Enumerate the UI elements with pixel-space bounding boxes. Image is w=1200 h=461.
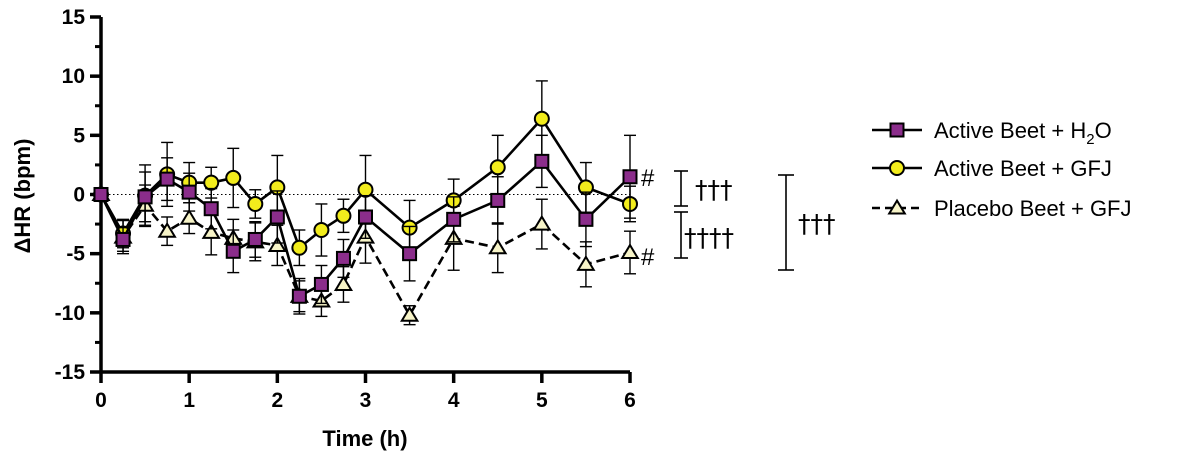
x-tick-label: 2 (271, 389, 283, 412)
data-point (335, 207, 352, 224)
data-point (313, 276, 329, 292)
data-point (576, 254, 596, 271)
data-point (489, 159, 506, 176)
data-point (225, 169, 242, 186)
data-point (247, 231, 263, 247)
x-tick-label: 6 (624, 389, 636, 412)
data-point (446, 211, 462, 227)
y-tick-label: 0 (73, 184, 85, 207)
legend: Active Beet + H2O Active Beet + GFJ Placeb… (872, 118, 1132, 221)
data-point (620, 243, 640, 260)
annotation-dagger-2: †††† (684, 223, 734, 252)
x-tick-label: 3 (360, 389, 372, 412)
legend-label: Placebo Beet + GFJ (934, 196, 1132, 221)
legend-item: Active Beet + H2O (872, 118, 1112, 148)
data-point (357, 181, 374, 198)
data-point (269, 209, 285, 225)
data-point (622, 169, 638, 185)
data-point (313, 222, 330, 238)
bracket-2 (674, 211, 688, 259)
x-tick-label: 1 (183, 389, 195, 412)
x-tick-label: 5 (536, 389, 548, 412)
annotation-dagger-1: ††† (695, 175, 733, 204)
x-tick-label: 4 (448, 389, 460, 412)
data-point (137, 189, 153, 205)
data-point (115, 231, 131, 247)
axes: -15 -10 -5 0 5 10 15 0 1 2 3 4 5 6 (55, 6, 636, 412)
data-point (400, 305, 420, 322)
y-tick-label: 15 (62, 6, 86, 29)
series-layer (91, 80, 640, 326)
data-point (225, 243, 241, 259)
y-axis-title: ΔHR (bpm) (10, 139, 35, 254)
data-point (533, 110, 550, 127)
data-point (335, 250, 351, 266)
y-tick-label: -10 (55, 302, 85, 325)
legend-label: Active Beet + H2O (934, 118, 1112, 148)
y-tick-label: 5 (73, 124, 85, 147)
data-point (181, 184, 197, 200)
data-point (402, 246, 418, 262)
data-point (203, 174, 220, 191)
data-point (93, 187, 109, 202)
bracket-1 (674, 170, 688, 207)
legend-marker (889, 160, 905, 176)
annotation-hash-bottom: # (641, 244, 655, 271)
data-point (534, 153, 550, 169)
data-point (333, 275, 354, 291)
annotations: # # ††† †††† ††† (641, 165, 836, 271)
data-point (358, 209, 373, 225)
y-tick-label: -5 (66, 243, 85, 266)
data-point (578, 211, 594, 227)
data-point (532, 214, 552, 231)
y-tick-label: -15 (55, 361, 86, 384)
series-square (93, 134, 638, 315)
data-point (203, 201, 219, 217)
data-point (157, 221, 177, 238)
data-point (267, 236, 287, 252)
data-point (291, 239, 308, 256)
data-point (488, 238, 508, 255)
annotation-hash-top: # (641, 165, 655, 192)
data-point (201, 223, 221, 239)
data-point (291, 288, 307, 304)
legend-marker (889, 122, 905, 138)
data-point (179, 208, 199, 225)
data-point (159, 171, 175, 187)
annotation-dagger-3: ††† (798, 209, 836, 238)
legend-marker (887, 198, 907, 215)
x-tick-label: 0 (95, 389, 107, 412)
data-point (247, 195, 264, 212)
legend-label: Active Beet + GFJ (934, 156, 1112, 181)
bracket-3 (778, 174, 794, 271)
data-point (490, 192, 506, 208)
legend-item: Placebo Beet + GFJ (872, 196, 1132, 221)
x-axis-title: Time (h) (322, 426, 407, 451)
legend-item: Active Beet + GFJ (872, 156, 1112, 181)
y-tick-label: 10 (62, 65, 85, 88)
